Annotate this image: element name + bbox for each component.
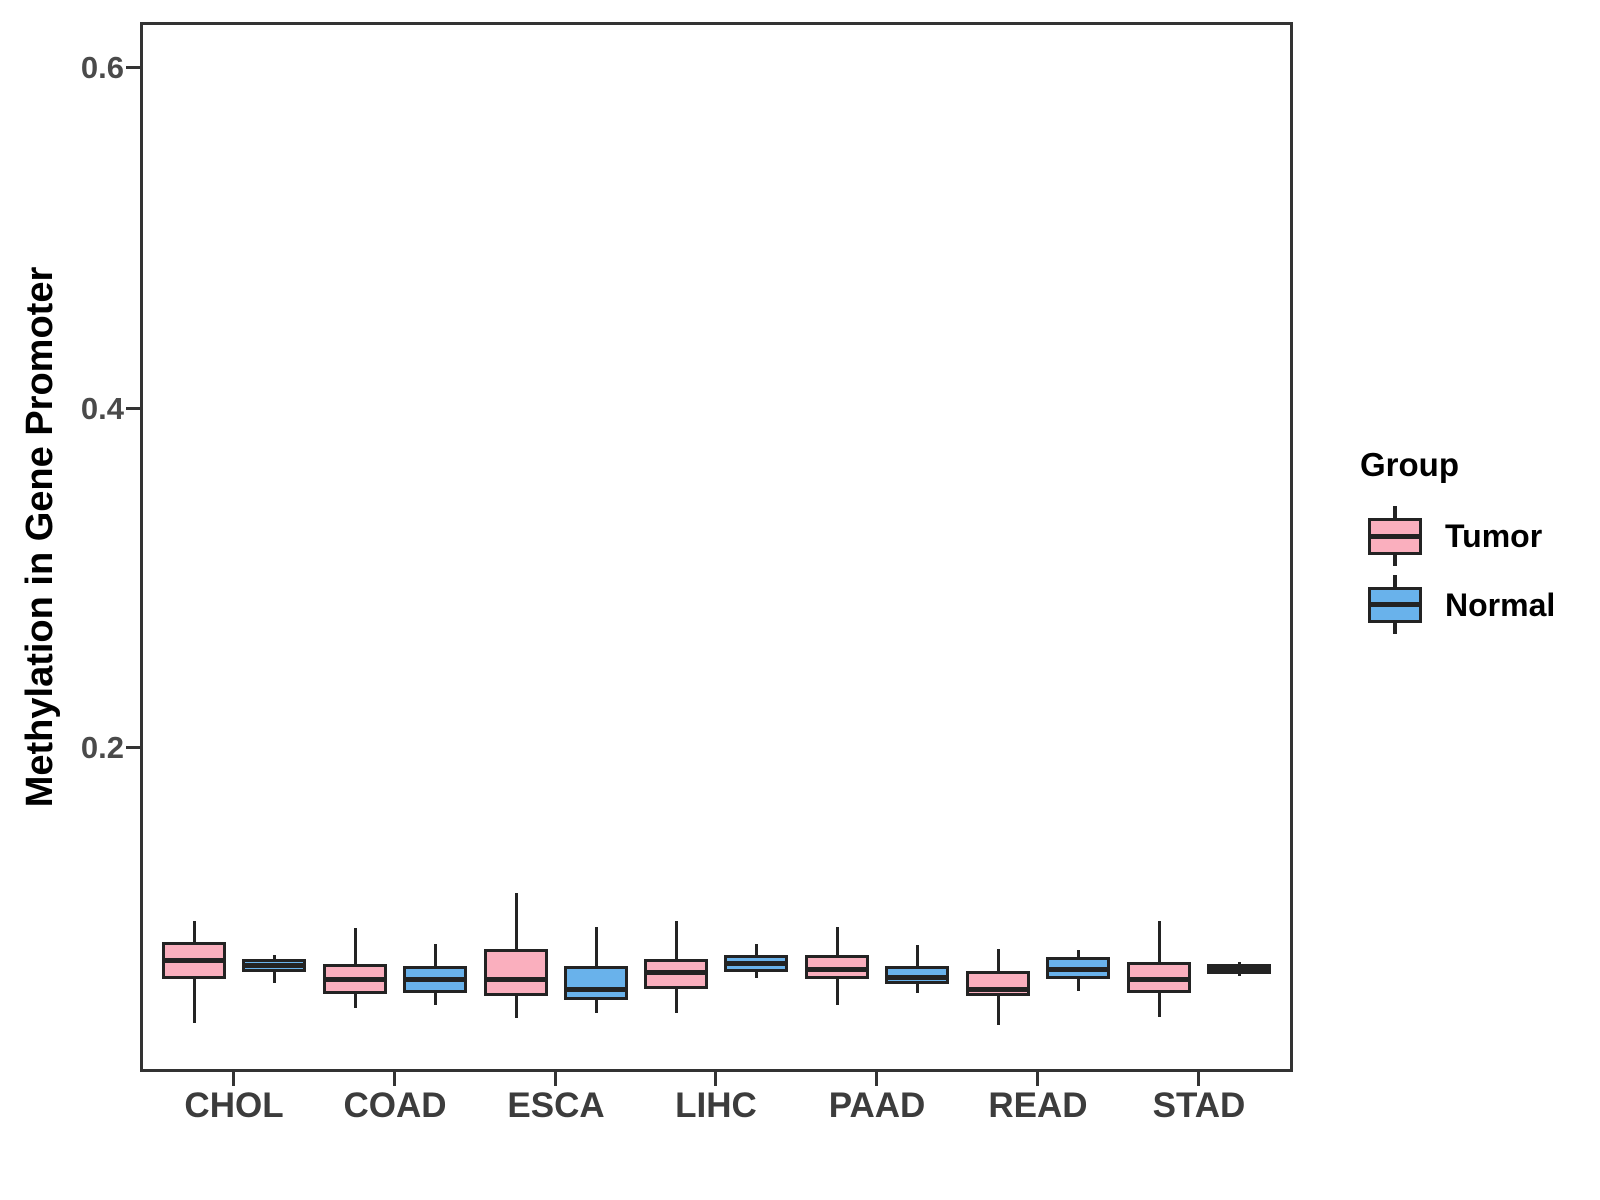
boxplot-median-chol-normal <box>242 963 306 969</box>
legend-key-median <box>1368 602 1422 607</box>
x-tick-mark <box>714 1072 717 1086</box>
boxplot-box-esca-normal <box>564 965 628 1000</box>
boxplot-median-paad-tumor <box>805 966 869 972</box>
legend-key-median <box>1368 534 1422 539</box>
boxplot-median-esca-tumor <box>484 976 548 982</box>
legend-key-normal-icon <box>1368 575 1422 635</box>
x-tick-mark <box>554 1072 557 1086</box>
boxplot-median-stad-tumor <box>1127 976 1191 982</box>
y-tick-mark <box>126 746 140 749</box>
boxplot-median-lihc-tumor <box>644 969 708 975</box>
boxplot-median-read-tumor <box>966 986 1030 992</box>
x-tick-mark <box>393 1072 396 1086</box>
x-tick-label-read: READ <box>988 1086 1088 1125</box>
x-tick-label-esca: ESCA <box>507 1086 605 1125</box>
boxplot-median-coad-tumor <box>323 976 387 982</box>
boxplot-median-read-normal <box>1046 966 1110 972</box>
legend-key-whisker <box>1393 506 1397 518</box>
x-tick-label-chol: CHOL <box>184 1086 284 1125</box>
plot-panel <box>140 22 1293 1072</box>
x-tick-mark <box>1036 1072 1039 1086</box>
legend-key-tumor-icon <box>1368 506 1422 566</box>
boxplot-box-esca-tumor <box>484 948 548 997</box>
x-tick-mark <box>1197 1072 1200 1086</box>
boxplot-median-coad-normal <box>403 976 467 982</box>
y-tick-mark <box>126 407 140 410</box>
x-tick-label-stad: STAD <box>1152 1086 1246 1125</box>
x-tick-mark <box>232 1072 235 1086</box>
legend-title: Group <box>1360 446 1459 483</box>
boxplot-median-stad-normal <box>1207 966 1271 972</box>
y-tick-label-0.6: 0.6 <box>80 50 124 85</box>
boxplot-box-read-tumor <box>966 970 1030 997</box>
legend-label-normal: Normal <box>1445 587 1556 623</box>
legend-label-tumor: Tumor <box>1445 518 1543 554</box>
x-tick-label-lihc: LIHC <box>675 1086 757 1125</box>
boxplot-median-chol-tumor <box>162 958 226 963</box>
y-tick-label-0.4: 0.4 <box>80 391 124 426</box>
boxplot-median-lihc-normal <box>724 961 788 967</box>
y-tick-mark <box>126 66 140 69</box>
boxplot-median-esca-normal <box>564 986 628 992</box>
legend-key-whisker <box>1393 623 1397 634</box>
x-tick-mark <box>875 1072 878 1086</box>
legend-key-whisker <box>1393 575 1397 587</box>
x-tick-label-coad: COAD <box>343 1086 447 1125</box>
legend-key-whisker <box>1393 555 1397 566</box>
y-tick-label-0.2: 0.2 <box>80 730 124 765</box>
x-tick-label-paad: PAAD <box>828 1086 926 1125</box>
boxplot-median-paad-normal <box>885 975 949 980</box>
